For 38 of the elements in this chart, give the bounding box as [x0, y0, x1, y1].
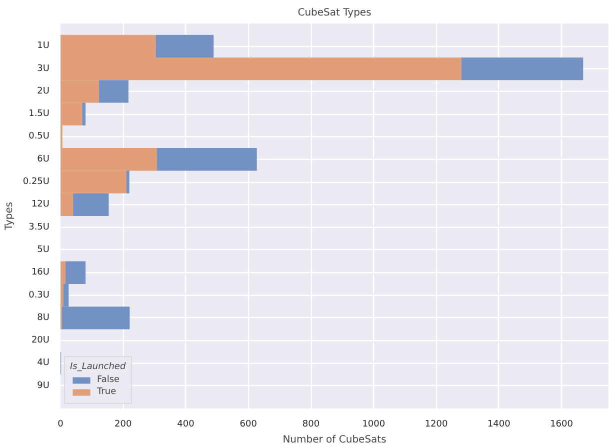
- bar: [156, 34, 214, 58]
- y-tick-label: 3.5U: [28, 222, 50, 232]
- x-tick-label: 0: [58, 420, 64, 430]
- bar: [82, 102, 86, 126]
- x-tick-label: 400: [177, 420, 195, 430]
- x-tick-label: 1600: [550, 420, 574, 430]
- x-tick-label: 800: [302, 420, 320, 430]
- legend-label: True: [97, 386, 117, 398]
- bar: [156, 148, 257, 171]
- y-tick-label: 8U: [37, 312, 50, 323]
- x-tick-label: 600: [240, 420, 258, 430]
- y-tick-label: 20U: [31, 336, 50, 346]
- x-axis-title: Number of CubeSats: [282, 434, 386, 446]
- y-tick-label: 2U: [37, 86, 50, 96]
- legend-label: False: [97, 374, 120, 386]
- y-tick-label: 3U: [37, 64, 50, 74]
- x-tick-label: 200: [114, 420, 132, 430]
- y-tick-label: 0.5U: [28, 132, 50, 142]
- x-tick-label: 1400: [487, 420, 511, 430]
- y-axis-title: Types: [4, 202, 15, 232]
- y-tick-label: 6U: [37, 154, 50, 164]
- y-tick-label: 0.3U: [28, 290, 50, 300]
- y-tick-label: 5U: [37, 244, 50, 255]
- x-tick-label: 1000: [362, 420, 386, 430]
- y-tick-label: 0.25U: [22, 177, 50, 188]
- y-tick-label: 1.5U: [28, 109, 50, 120]
- chart-title: CubeSat Types: [298, 8, 372, 18]
- legend-title: Is_Launched: [70, 362, 126, 372]
- y-tick-label: 4U: [37, 358, 50, 368]
- y-tick-label: 9U: [37, 380, 50, 391]
- bar: [126, 170, 130, 194]
- bar: [73, 193, 109, 216]
- bar: [99, 80, 128, 103]
- x-tick-label: 1200: [424, 420, 448, 430]
- bar: [461, 57, 584, 80]
- y-tick-label: 16U: [31, 268, 50, 278]
- y-tick-label: 12U: [31, 200, 50, 210]
- y-tick-label: 1U: [37, 41, 50, 52]
